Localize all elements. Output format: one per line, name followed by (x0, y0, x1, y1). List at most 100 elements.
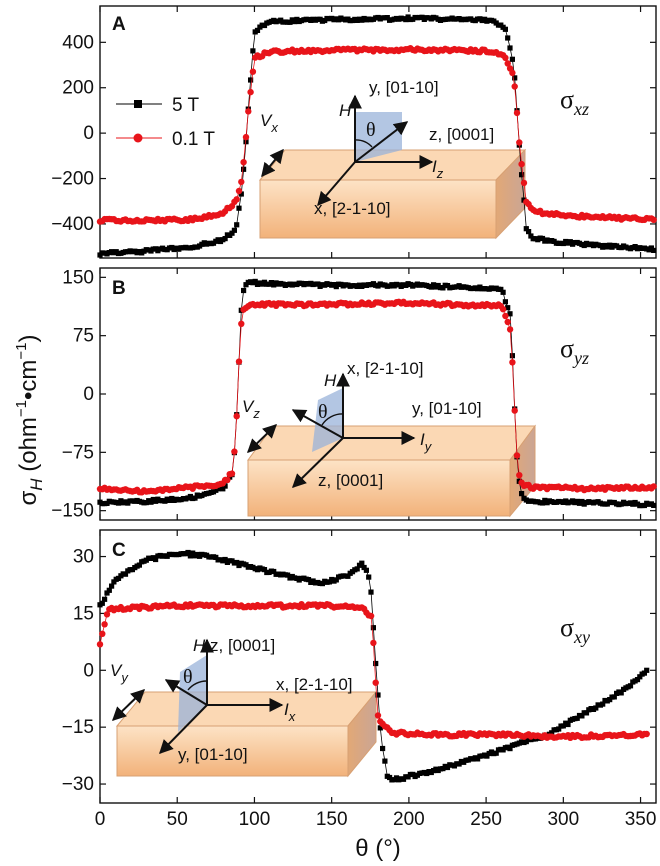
data-point (285, 572, 291, 578)
data-point (502, 54, 509, 61)
data-point (500, 289, 506, 295)
data-point (627, 683, 634, 689)
panel-b-component-label: σyz (560, 334, 589, 368)
data-point (507, 45, 513, 51)
data-point (528, 233, 534, 239)
panel-a-angle-label: θ (366, 119, 376, 141)
data-point (511, 83, 518, 90)
data-point (637, 674, 643, 680)
data-point (366, 574, 372, 580)
legend-marker-5t (134, 100, 142, 108)
data-point (507, 746, 513, 752)
panel-a-letter: A (112, 14, 126, 35)
y-tick-label: 30 (73, 547, 94, 568)
data-point (523, 226, 529, 232)
data-point (96, 641, 104, 648)
y-tick-label: −200 (51, 169, 94, 190)
panel-c: 0 50 100 150 200 250 300 350 −30 −15 0 15 30 θ H z, … (62, 529, 657, 830)
data-point (505, 35, 511, 41)
data-point (644, 667, 650, 673)
data-point (261, 567, 268, 573)
panel-c-series (96, 549, 650, 783)
panel-c-schematic: θ H z, [0001] x, [2-1-10] y, [01-10] Ix … (110, 636, 378, 778)
panel-b-field-label: H (324, 371, 337, 390)
panel-c-angle-label: θ (183, 666, 193, 688)
panel-b-axis-right: y, [01-10] (412, 399, 482, 418)
data-point (650, 216, 657, 223)
data-point (375, 692, 381, 698)
data-point (502, 312, 509, 320)
panel-c-component-label: σxy (560, 613, 590, 647)
y-tick-label: 0 (83, 384, 94, 405)
legend: 5 T 0.1 T (116, 95, 215, 150)
data-point (345, 573, 351, 579)
data-point (333, 577, 339, 583)
data-point (231, 227, 237, 233)
data-point (382, 758, 388, 764)
panel-c-axis-front: y, [01-10] (178, 745, 248, 764)
data-point (373, 660, 379, 667)
panel-c-axis-vertical: z, [0001] (210, 636, 275, 655)
data-point (403, 17, 409, 23)
x-tick-label: 350 (625, 809, 657, 830)
data-point (374, 712, 382, 719)
panel-a-ticks: −400 −200 0 200 400 (51, 6, 656, 258)
y-tick-label: 400 (62, 32, 94, 53)
data-point (367, 612, 375, 620)
data-point (498, 286, 504, 292)
data-point (222, 483, 228, 489)
data-point (238, 178, 245, 186)
data-point (233, 413, 240, 420)
y-tick-label: −400 (51, 214, 94, 235)
y-tick-label: 0 (83, 123, 94, 144)
y-tick-label: −75 (62, 442, 94, 463)
data-point (103, 611, 111, 618)
panel-c-letter: C (112, 540, 126, 561)
data-point (579, 713, 585, 719)
data-point (238, 320, 245, 327)
panel-b-series (96, 278, 657, 509)
panel-b-current-label: Iy (420, 430, 433, 454)
panel-b-voltage-label: Vz (242, 397, 260, 421)
data-point (600, 701, 606, 707)
data-point (361, 564, 367, 571)
data-point (506, 326, 514, 333)
data-point (222, 556, 228, 563)
data-point (556, 726, 562, 732)
data-point (583, 710, 590, 716)
panel-c-ticks: 0 50 100 150 200 250 300 350 −30 −15 0 15 30 (62, 530, 657, 830)
data-point (380, 745, 386, 752)
data-point (242, 133, 250, 141)
data-point (519, 172, 525, 178)
data-point (235, 358, 243, 365)
y-tick-label: 150 (62, 267, 94, 288)
panel-a-frame (99, 5, 657, 259)
panel-b-angle-label: θ (318, 401, 328, 423)
y-axis-title: σH (ohm−1•cm−1) (13, 334, 46, 505)
panel-b-letter: B (112, 278, 126, 299)
data-point (643, 730, 650, 738)
panel-c-field-label: H (193, 636, 206, 655)
data-point (509, 353, 515, 359)
y-tick-label: −150 (51, 501, 94, 522)
panel-a-axis-vertical: y, [01-10] (369, 78, 439, 97)
data-point (106, 587, 112, 593)
data-point (526, 229, 532, 235)
data-point (359, 560, 365, 566)
data-point (248, 77, 254, 83)
data-point (518, 160, 525, 168)
data-point (368, 589, 374, 595)
data-point (370, 639, 377, 647)
panel-a-field-label: H (339, 101, 352, 120)
x-axis-title: θ (°) (355, 835, 401, 862)
data-point (247, 88, 254, 96)
data-point (611, 694, 617, 700)
data-point (519, 491, 525, 497)
data-point (505, 305, 511, 311)
panel-c-axis-right: x, [2-1-10] (276, 675, 353, 694)
data-point (504, 60, 511, 67)
panel-b-ticks: −150 −75 0 75 150 (51, 267, 656, 522)
data-point (507, 311, 513, 317)
data-point (234, 559, 240, 566)
data-point (641, 670, 647, 676)
